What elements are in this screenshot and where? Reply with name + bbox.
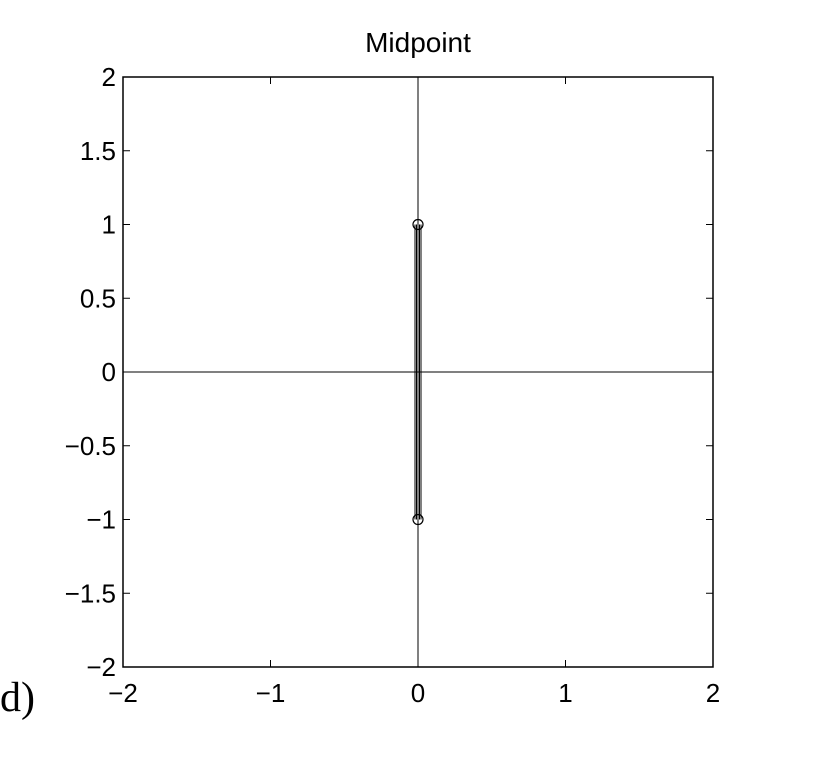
x-tick-label: −2 bbox=[108, 678, 138, 708]
y-tick-label: 2 bbox=[102, 62, 116, 92]
x-tick-label: −1 bbox=[256, 678, 286, 708]
y-tick-label: 1.5 bbox=[80, 136, 116, 166]
panel-label: d) bbox=[0, 675, 35, 721]
y-tick-label: −0.5 bbox=[65, 431, 116, 461]
y-tick-label: −2 bbox=[86, 652, 116, 682]
x-tick-label: 0 bbox=[411, 678, 425, 708]
chart-title: Midpoint bbox=[365, 27, 471, 58]
x-tick-label: 2 bbox=[706, 678, 720, 708]
x-tick-label: 1 bbox=[558, 678, 572, 708]
y-tick-labels: 2 1.5 1 0.5 0 −0.5 −1 −1.5 −2 bbox=[65, 62, 116, 682]
series-group bbox=[414, 224, 422, 520]
circle-marker bbox=[412, 218, 424, 231]
markers-group bbox=[412, 218, 424, 526]
circle-marker bbox=[412, 513, 424, 526]
y-tick-label: 0.5 bbox=[80, 283, 116, 313]
tick-marks bbox=[122, 76, 714, 668]
y-tick-label: 1 bbox=[102, 210, 116, 240]
y-tick-label: −1.5 bbox=[65, 578, 116, 608]
y-tick-label: −1 bbox=[86, 505, 116, 535]
x-tick-labels: −2 −1 0 1 2 bbox=[108, 678, 720, 708]
y-tick-label: 0 bbox=[102, 357, 116, 387]
